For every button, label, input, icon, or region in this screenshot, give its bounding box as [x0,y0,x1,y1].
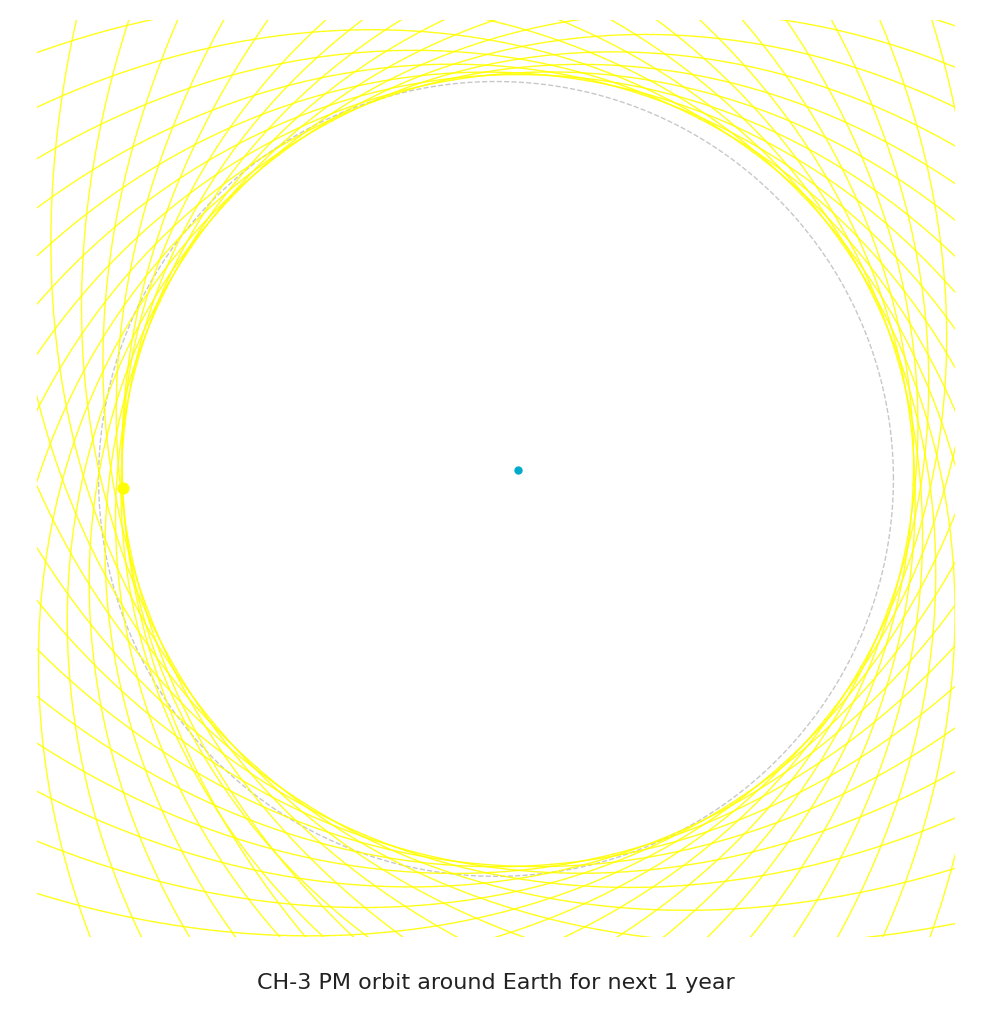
Point [510,462,526,478]
Point [115,480,131,496]
Text: Moon: Moon [138,500,157,506]
Text: CH-3 PM orbit around Earth for next 1 year: CH-3 PM orbit around Earth for next 1 ye… [257,973,735,994]
